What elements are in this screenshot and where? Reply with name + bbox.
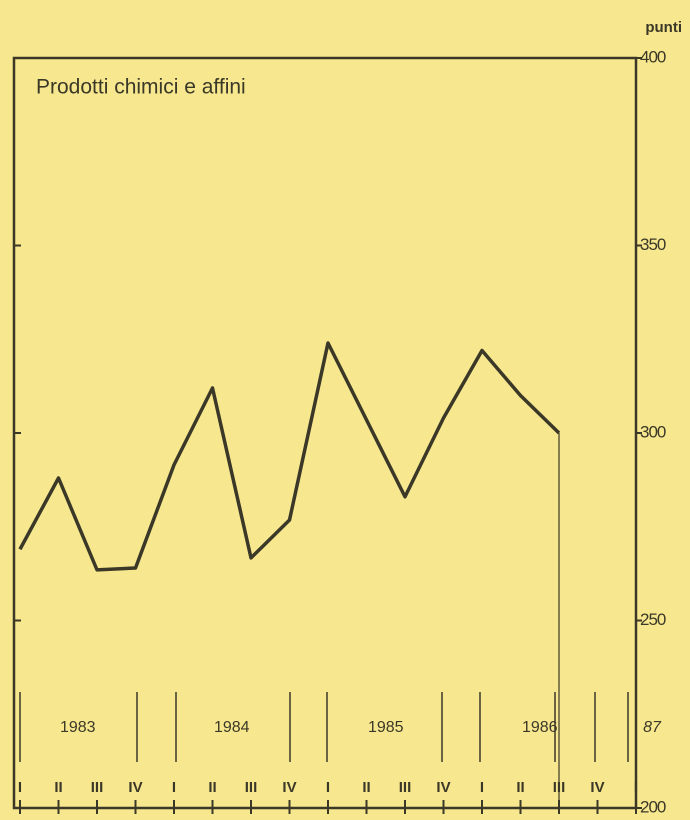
- x-tick-label: I: [172, 779, 176, 796]
- x-tick-label: IV: [436, 779, 450, 796]
- x-tick-label: IV: [282, 779, 296, 796]
- x-tick-label: III: [91, 779, 104, 796]
- year-label: 1986: [522, 719, 558, 736]
- y-tick-label: 200: [640, 797, 666, 816]
- x-tick-label: II: [516, 779, 524, 796]
- y-axis-label: punti: [645, 19, 682, 36]
- year-label: 87: [643, 719, 662, 736]
- year-label: 1985: [368, 719, 404, 736]
- year-label: 1984: [214, 719, 250, 736]
- x-tick-label: IV: [128, 779, 142, 796]
- y-tick-label: 400: [640, 47, 666, 66]
- y-tick-label: 250: [640, 610, 666, 629]
- x-tick-label: II: [362, 779, 370, 796]
- x-tick-label: II: [54, 779, 62, 796]
- data-line: [18, 341, 561, 572]
- x-tick-label: I: [18, 779, 22, 796]
- x-tick-label: I: [326, 779, 330, 796]
- year-label: 1983: [60, 719, 96, 736]
- x-tick-label: III: [399, 779, 412, 796]
- y-tick-label: 350: [640, 235, 666, 254]
- x-tick-label: II: [208, 779, 216, 796]
- chart-title: Prodotti chimici e affini: [36, 76, 246, 99]
- y-tick-label: 300: [640, 422, 666, 441]
- x-tick-label: I: [634, 779, 638, 796]
- x-tick-label: I: [480, 779, 484, 796]
- x-tick-label: III: [245, 779, 258, 796]
- x-tick-label: IV: [590, 779, 604, 796]
